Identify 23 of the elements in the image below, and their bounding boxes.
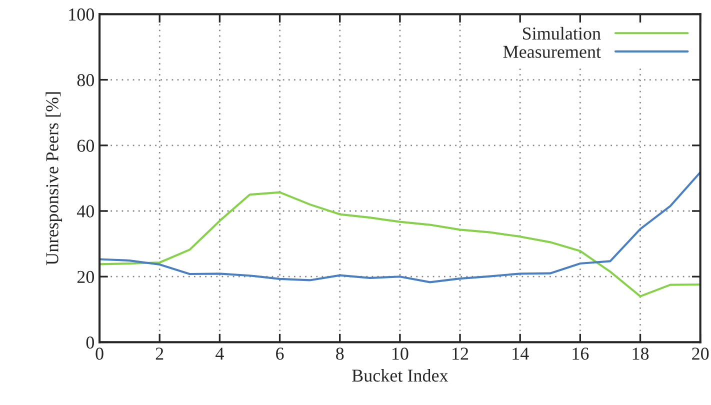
x-tick-label: 6 [276,348,284,360]
x-tick-label: 18 [632,348,649,360]
line-series [100,171,700,284]
y-tick-label: 100 [69,8,94,21]
legend-label: Simulation [522,26,601,40]
x-tick-label: 8 [336,348,344,360]
y-tick-label: 80 [77,74,94,86]
x-tick-label: 10 [392,348,408,360]
x-tick-label: 16 [572,348,589,360]
y-tick-label: 40 [76,205,94,218]
legend-label: Measurement [503,46,601,58]
y-tick-label: 60 [77,140,94,152]
x-axis-title: Bucket Index [352,369,448,382]
x-tick-label: 2 [156,348,164,360]
x-tick-label: 14 [512,348,529,360]
line-series [100,191,700,298]
x-tick-label: 12 [452,348,468,360]
x-tick-label: 0 [96,348,104,360]
x-tick-label: 20 [692,348,709,360]
y-tick-label: 20 [77,270,94,284]
y-axis-title: Unresponsive Peers [%] [46,92,62,266]
y-tick-label: 0 [86,336,94,349]
x-tick-label: 4 [216,348,224,360]
